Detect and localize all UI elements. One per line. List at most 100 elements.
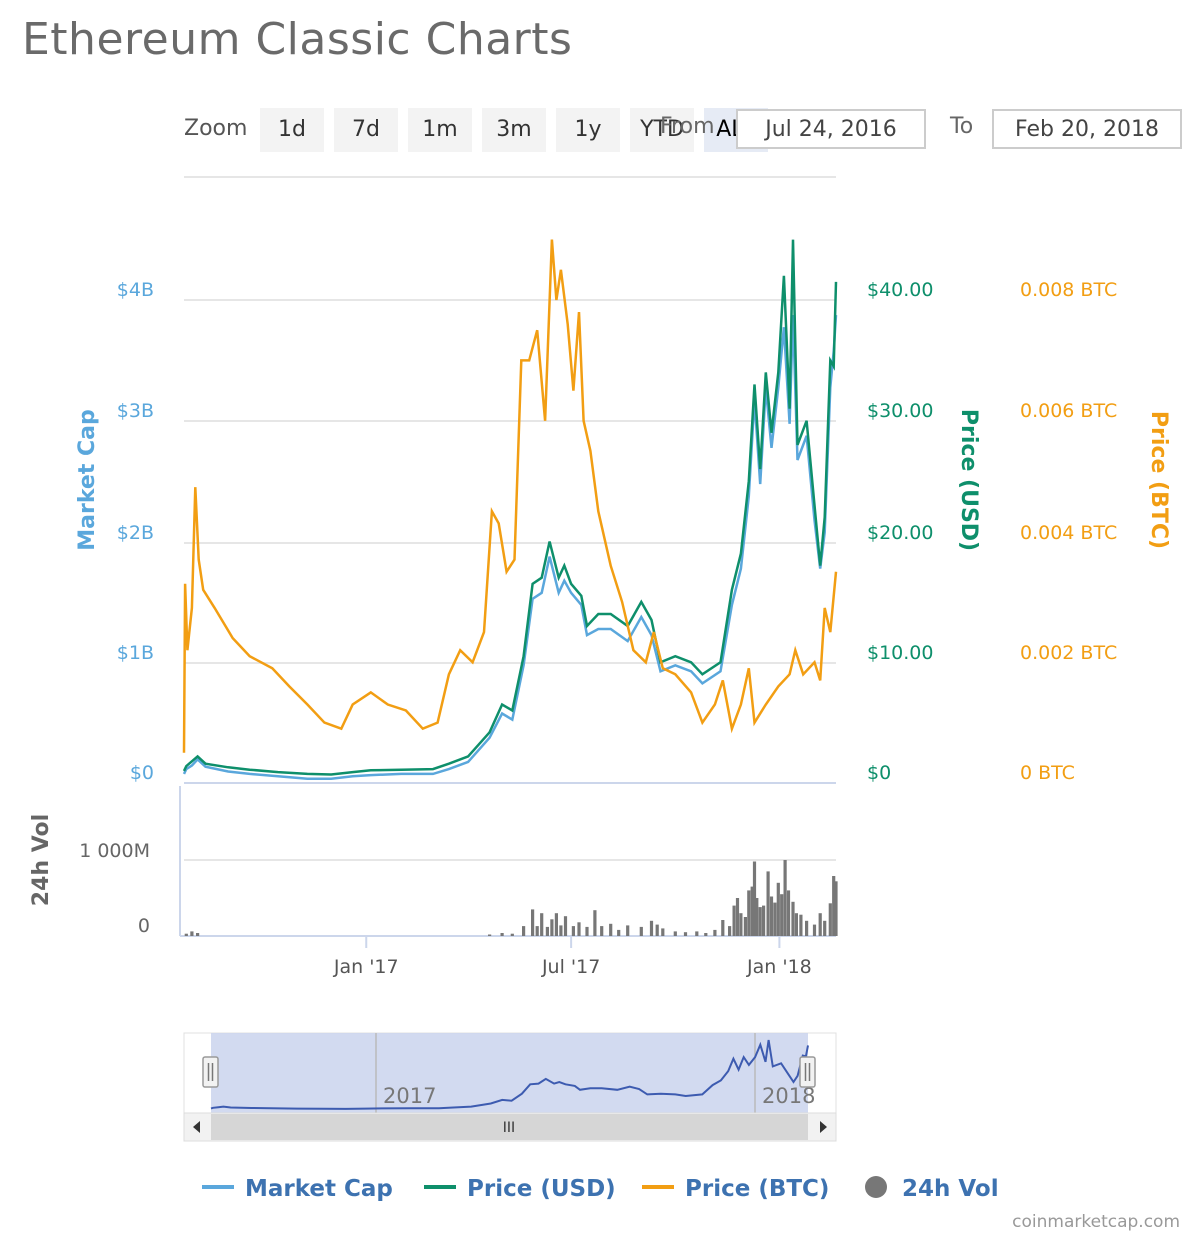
volume-bars bbox=[184, 860, 838, 936]
navigator-label-2018: 2018 bbox=[762, 1084, 815, 1108]
navigator-line bbox=[210, 1039, 809, 1110]
volume-bar bbox=[661, 928, 665, 936]
btc-tick-0006: 0.006 BTC bbox=[1020, 400, 1117, 422]
volume-bar bbox=[799, 914, 803, 936]
svg-text:Price (BTC): Price (BTC) bbox=[685, 1176, 829, 1202]
x-tick-label: Jan '18 bbox=[746, 956, 812, 978]
volume-bar bbox=[752, 861, 757, 936]
volume-bar bbox=[755, 898, 759, 936]
scroll-right-arrow-icon[interactable] bbox=[820, 1121, 827, 1133]
volume-bar bbox=[739, 913, 743, 936]
volume-bar bbox=[600, 926, 604, 936]
volume-bar bbox=[750, 886, 754, 936]
price-usd-axis-title: Price (USD) bbox=[956, 409, 981, 551]
usd-tick-30: $30.00 bbox=[867, 400, 933, 422]
svg-text:Price (USD): Price (USD) bbox=[467, 1176, 616, 1202]
usd-tick-40: $40.00 bbox=[867, 279, 933, 301]
from-date-input[interactable] bbox=[736, 109, 926, 149]
to-label: To bbox=[950, 114, 974, 139]
volume-bar bbox=[190, 931, 194, 936]
volume-bar bbox=[780, 894, 784, 936]
page-title: Ethereum Classic Charts bbox=[22, 14, 573, 65]
volume-bar bbox=[794, 913, 798, 936]
navigator-label-2017: 2017 bbox=[383, 1084, 436, 1108]
volume-bar bbox=[812, 924, 817, 936]
volume-bar bbox=[743, 917, 747, 936]
price-btc-axis-title: Price (BTC) bbox=[1146, 411, 1171, 549]
grid bbox=[184, 176, 836, 861]
mcap-tick-3b: $3B bbox=[117, 400, 154, 422]
volume-bar bbox=[617, 929, 621, 936]
volume-axis-title: 24h Vol bbox=[29, 814, 54, 906]
volume-bar bbox=[535, 926, 539, 936]
to-date-input[interactable] bbox=[992, 109, 1182, 149]
volume-bar bbox=[773, 902, 777, 936]
volume-bar bbox=[554, 913, 558, 936]
zoom-1y-button[interactable]: 1y bbox=[556, 108, 620, 152]
svg-text:Market Cap: Market Cap bbox=[245, 1176, 393, 1202]
volume-bar bbox=[769, 896, 774, 936]
volume-bar bbox=[747, 890, 751, 936]
btc-tick-0004: 0.004 BTC bbox=[1020, 522, 1117, 544]
legend-item-price-btc[interactable]: Price (BTC) bbox=[642, 1176, 829, 1202]
navigator-left-handle[interactable] bbox=[202, 1056, 219, 1088]
zoom-label: Zoom bbox=[184, 116, 248, 141]
legend-item-market-cap[interactable]: Market Cap bbox=[202, 1176, 393, 1202]
price-btc-line bbox=[182, 239, 838, 753]
volume-bar bbox=[559, 925, 563, 936]
volume-bar bbox=[786, 890, 791, 936]
volume-bar bbox=[783, 860, 787, 936]
volume-bar bbox=[540, 913, 544, 936]
volume-bar bbox=[500, 933, 504, 936]
zoom-7d-button[interactable]: 7d bbox=[334, 108, 398, 152]
mcap-tick-4b: $4B bbox=[117, 279, 154, 301]
zoom-3m-button[interactable]: 3m bbox=[482, 108, 546, 152]
mcap-tick-2b: $2B bbox=[117, 522, 154, 544]
navigator-right-handle[interactable] bbox=[799, 1056, 816, 1088]
volume-bar bbox=[834, 881, 838, 936]
zoom-ytd-button[interactable]: YTD bbox=[630, 108, 694, 152]
volume-bar bbox=[655, 924, 659, 936]
scrollbar-thumb[interactable] bbox=[211, 1114, 808, 1140]
market-cap-axis-title: Market Cap bbox=[75, 409, 100, 550]
volume-bar bbox=[713, 929, 717, 936]
price-usd-line bbox=[182, 239, 838, 776]
x-axis: Jan '17 Jul '17 Jan '18 bbox=[333, 936, 812, 978]
volume-bar bbox=[639, 926, 643, 936]
volume-bar bbox=[531, 909, 535, 936]
volume-bar bbox=[488, 934, 492, 936]
btc-tick-0002: 0.002 BTC bbox=[1020, 642, 1117, 664]
legend-item-24h-vol[interactable]: 24h Vol bbox=[865, 1176, 999, 1202]
volume-bar bbox=[184, 933, 188, 936]
volume-bar bbox=[545, 926, 549, 936]
volume-bar bbox=[766, 871, 770, 936]
volume-bar bbox=[818, 913, 822, 936]
volume-bar bbox=[732, 905, 736, 936]
navigator[interactable]: 2017 2018 III bbox=[183, 1032, 837, 1142]
volume-bar bbox=[683, 932, 688, 936]
volume-bar bbox=[805, 920, 809, 936]
volume-bar bbox=[823, 920, 827, 936]
credit-link[interactable]: coinmarketcap.com bbox=[1012, 1212, 1180, 1232]
volume-bar bbox=[196, 933, 200, 936]
legend-item-price-usd[interactable]: Price (USD) bbox=[424, 1176, 616, 1202]
usd-tick-20: $20.00 bbox=[867, 522, 933, 544]
volume-bar bbox=[510, 933, 514, 936]
volume-bar bbox=[593, 910, 597, 936]
scroll-left-arrow-icon[interactable] bbox=[193, 1121, 200, 1133]
x-tick-label: Jul '17 bbox=[541, 956, 600, 978]
volume-bar bbox=[571, 926, 575, 936]
vol-tick-1000m: 1 000M bbox=[79, 840, 150, 862]
zoom-1m-button[interactable]: 1m bbox=[408, 108, 472, 152]
volume-bar bbox=[522, 926, 526, 936]
from-label: From bbox=[660, 114, 715, 139]
zoom-1d-button[interactable]: 1d bbox=[260, 108, 324, 152]
scrollbar-grip: III bbox=[503, 1120, 515, 1136]
volume-bar bbox=[704, 933, 708, 936]
usd-tick-0: $0 bbox=[867, 762, 891, 784]
mcap-tick-1b: $1B bbox=[117, 642, 154, 664]
x-tick-label: Jan '17 bbox=[333, 956, 399, 978]
volume-bar bbox=[776, 882, 780, 936]
volume-bar bbox=[721, 920, 725, 936]
